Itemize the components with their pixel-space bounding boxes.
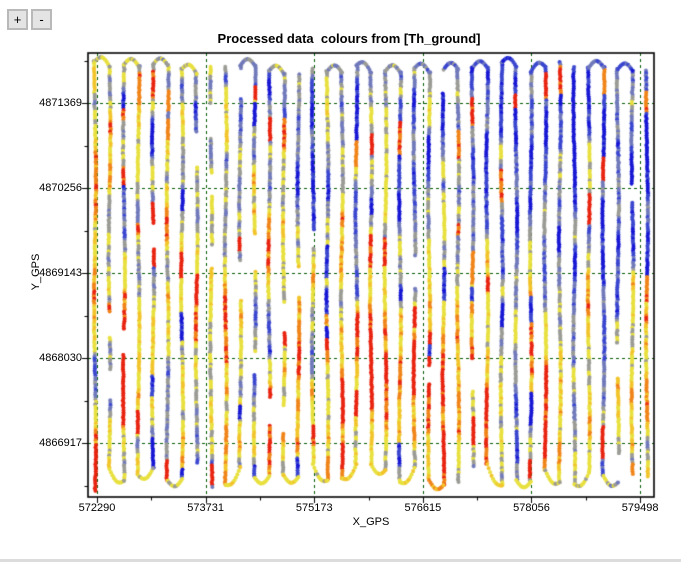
x-tick-label: 575173 bbox=[295, 502, 333, 514]
x-tick-label: 579498 bbox=[621, 502, 659, 514]
x-tick-label: 576615 bbox=[404, 502, 442, 514]
y-tick-label: 4869143 bbox=[39, 267, 82, 280]
y-axis-label: Y_GPS bbox=[30, 253, 42, 291]
x-tick-label: 572290 bbox=[78, 502, 116, 514]
y-tick-label: 4870256 bbox=[39, 182, 82, 195]
x-tick-label: 578056 bbox=[513, 502, 550, 514]
y-tick-label: 4871369 bbox=[39, 97, 82, 110]
y-tick-label: 4866917 bbox=[39, 437, 82, 450]
chart-title: Processed data colours from [Th_ground] bbox=[217, 31, 481, 46]
window-bottom-edge bbox=[0, 559, 681, 562]
y-tick-label: 4868030 bbox=[39, 352, 82, 365]
x-tick-label: 573731 bbox=[187, 502, 224, 514]
x-axis-label: X_GPS bbox=[352, 516, 390, 528]
